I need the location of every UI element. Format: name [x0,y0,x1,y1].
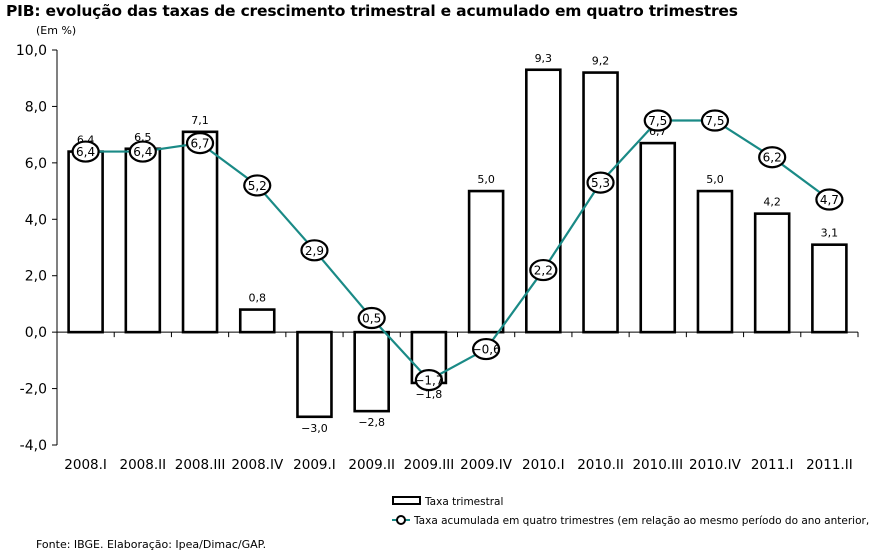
line-marker [414,369,443,392]
x-tick-label: 2008.IV [231,457,284,473]
line-data-label: 6,7 [190,137,209,151]
x-tick-label: 2010.I [522,457,565,473]
legend-line-label: Taxa acumulada em quatro trimestres (em … [413,515,872,527]
line-data-label: 5,2 [248,179,267,193]
bar-data-label: −2,8 [358,416,385,429]
line-marker [185,132,215,155]
line-data-label: 0,5 [362,312,381,326]
x-tick-label: 2009.II [348,457,395,473]
x-tick-label: 2009.III [404,457,455,473]
bar [811,243,848,334]
bar [296,330,333,419]
x-tick-label: 2009.I [293,457,336,473]
line-data-label: 7,5 [705,114,724,128]
x-tick-label: 2010.III [632,457,683,473]
line-marker [700,109,730,132]
bar [238,308,276,334]
x-tick-label: 2011.II [806,457,853,473]
line-data-label: 6,2 [763,151,782,165]
x-tick-label: 2010.II [577,457,624,473]
y-tick-label: -4,0 [20,438,47,454]
x-tick-label: 2010.IV [689,457,742,473]
x-tick-label: 2008.I [64,457,107,473]
line-data-label: 5,3 [591,176,610,190]
y-tick-label: 10,0 [16,43,47,59]
line-marker [300,239,329,262]
bar [124,147,162,334]
legend-bar-swatch [392,496,421,505]
line-data-label: −1,7 [414,374,443,388]
y-tick-label: 6,0 [25,156,47,172]
y-tick-label: 4,0 [25,212,47,228]
bar [696,189,734,334]
bar [639,141,677,334]
bar [582,71,619,334]
y-tick-label: 8,0 [25,99,47,115]
bar-data-label: 9,2 [592,55,610,68]
line-marker [586,171,615,194]
bar [181,130,219,334]
x-tick-label: 2011.I [751,457,794,473]
accumulated-line: 6,4 6,4 6,7 5,2 2,9 0,5 −1,7 −0,6 2,2 5,3 7,5 7,5 6,… [71,109,844,392]
line-data-label: 6,4 [133,145,152,159]
line-data-label: 4,7 [820,193,839,207]
bar-data-label: 5,0 [706,173,724,186]
line-marker [529,258,558,282]
x-tick-label: 2008.II [120,457,167,473]
bar [753,212,791,334]
axes: -4,0 -2,0 0,0 2,0 4,0 6,0 8,0 10,0 2008.I 2008.II… [16,43,859,473]
line-data-label: 7,5 [648,114,667,128]
y-tick-label: -2,0 [20,382,47,398]
line-marker [357,306,386,330]
y-tick-label: 0,0 [25,325,47,341]
bar-data-label: 4,2 [763,196,781,209]
bar-data-label: 7,1 [191,114,209,127]
bar-data-label: 3,1 [821,227,839,240]
line-marker [472,337,501,361]
bar-data-label: 9,3 [535,52,553,65]
legend: Taxa trimestral Taxa acumulada em quatro … [392,496,872,527]
bar [353,330,390,413]
line-data-label: 6,4 [76,145,95,159]
line-data-label: 2,2 [534,264,553,278]
bars: 6,46,57,10,8−3,0−2,8−1,85,09,39,26,75,04… [67,52,848,435]
bar [467,189,505,334]
line-data-label: 2,9 [305,244,324,258]
line-marker [758,146,787,169]
bar-data-label: 5,0 [477,173,495,186]
unit-label: (Em %) [36,24,77,37]
line-data-label: −0,6 [472,343,501,357]
bar [525,68,562,334]
line-marker [815,188,844,211]
bar-data-label: 0,8 [249,292,267,305]
line-marker [243,174,272,197]
legend-line-marker [396,515,406,525]
bar-data-label: 6,5 [134,131,152,144]
bar [67,150,104,334]
x-tick-label: 2008.III [175,457,226,473]
x-tick-label: 2009.IV [460,457,513,473]
legend-bar-label: Taxa trimestral [424,496,503,508]
bar-data-label: −1,8 [416,388,443,401]
line-marker [643,109,672,132]
line-marker [128,140,157,163]
chart-title: PIB: evolução das taxas de crescimento t… [6,2,738,20]
source-note: Fonte: IBGE. Elaboração: Ipea/Dimac/GAP. [36,538,267,551]
y-tick-label: 2,0 [25,269,47,285]
bar-data-label: −3,0 [301,422,328,435]
line-marker [71,140,100,163]
